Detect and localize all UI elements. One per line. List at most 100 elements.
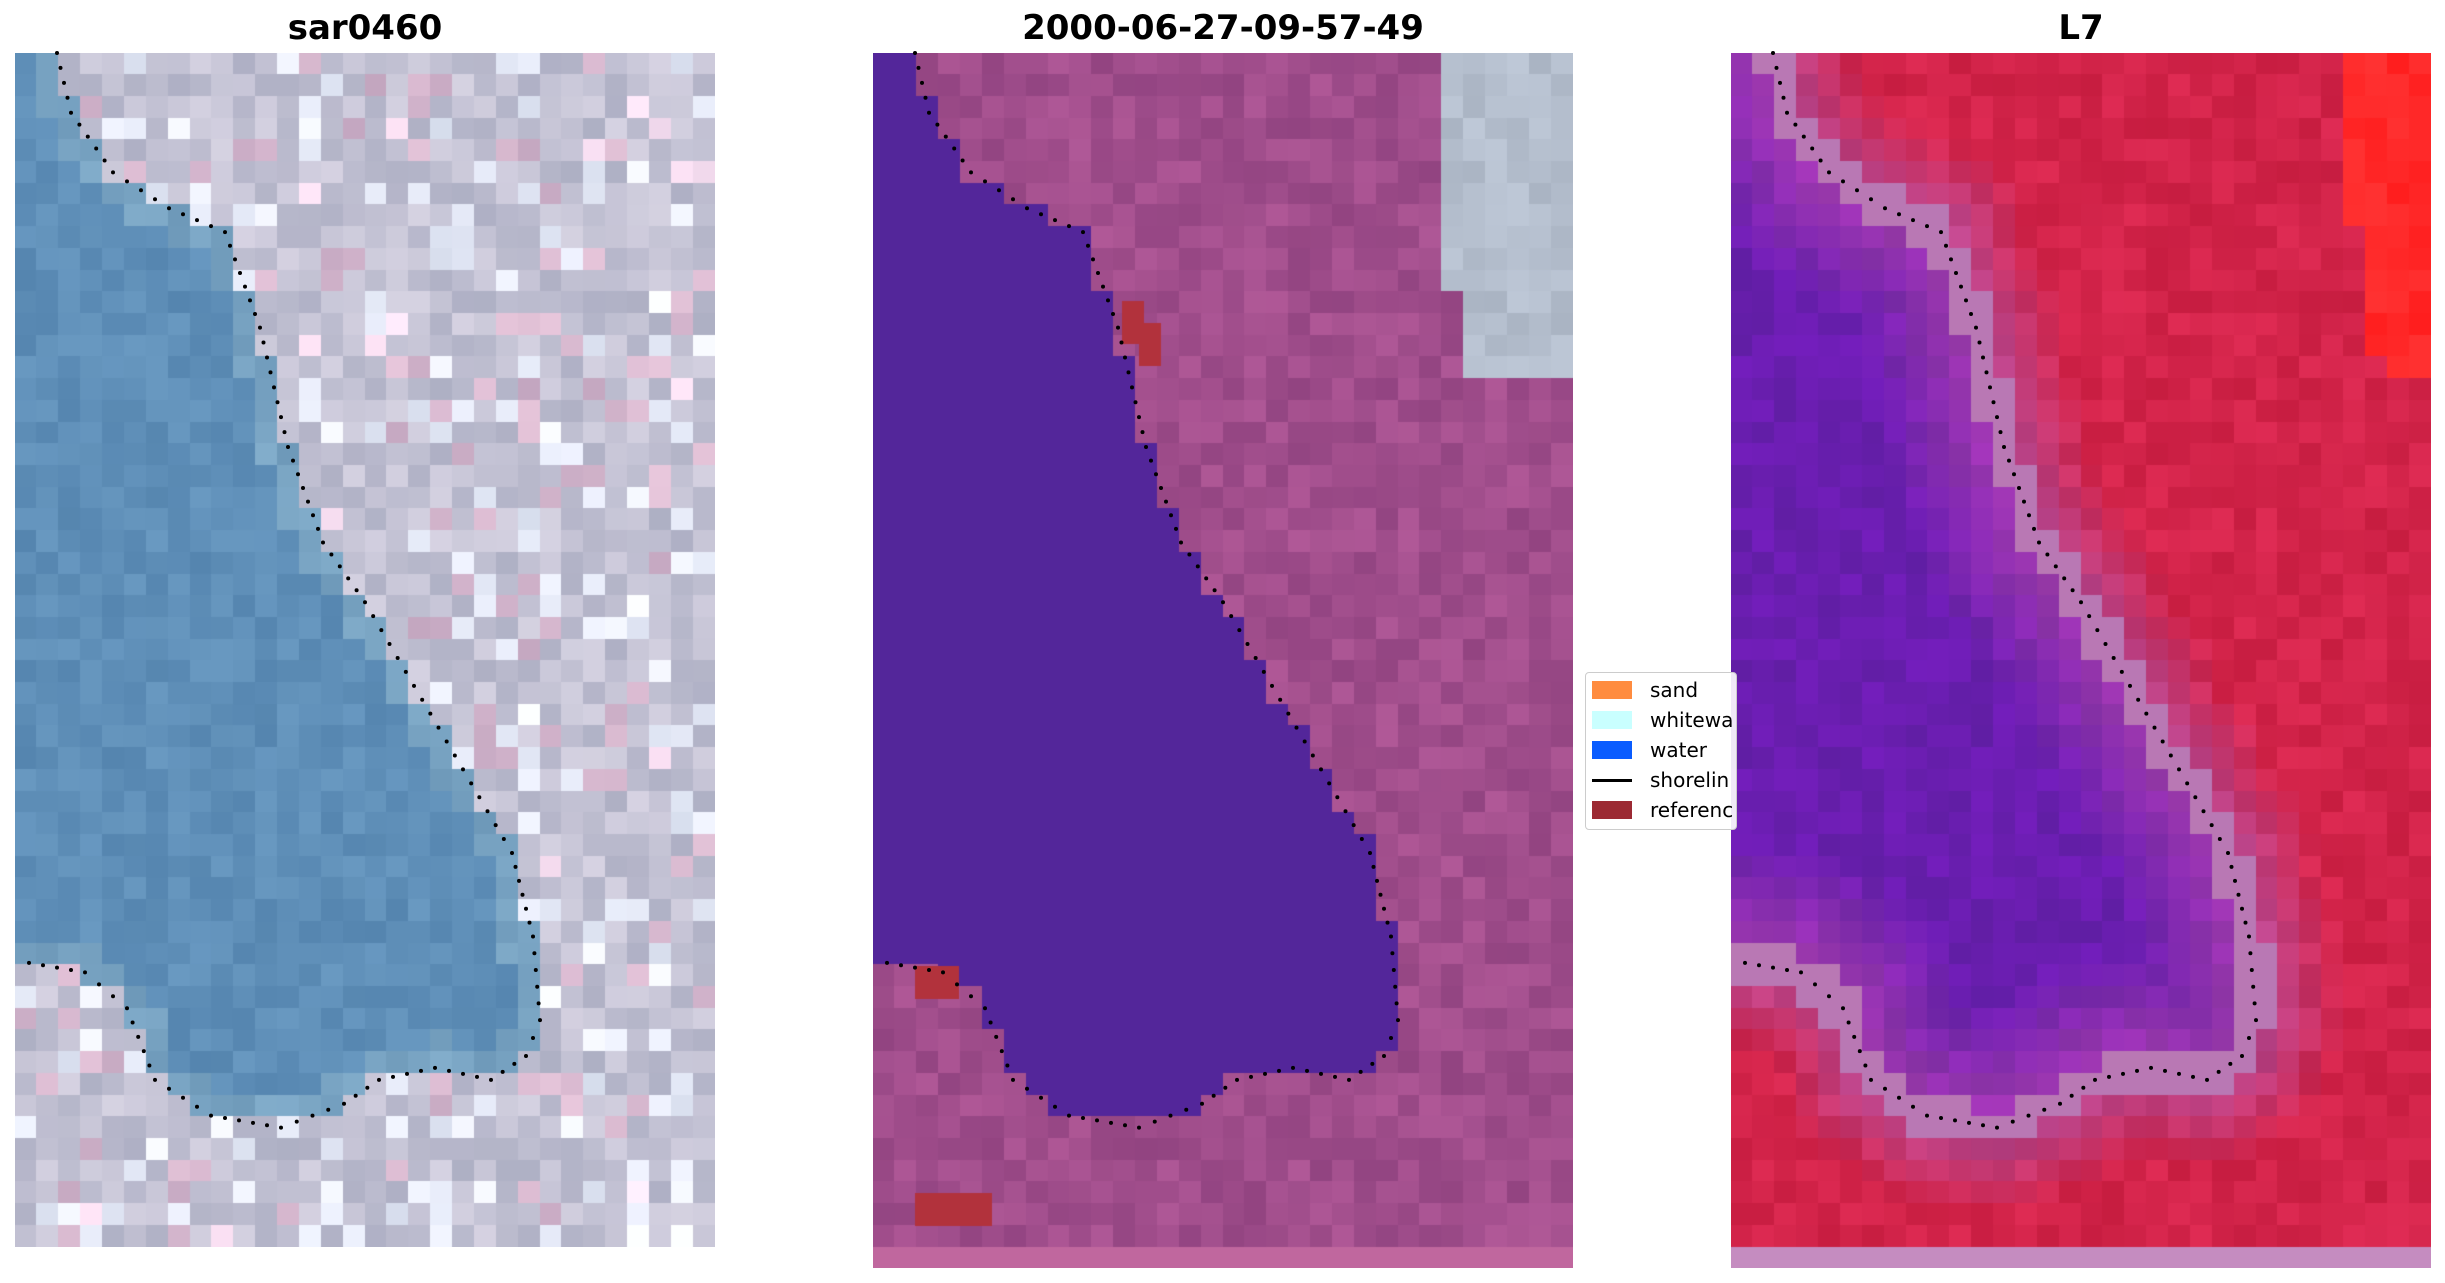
shoreline-dot — [1925, 224, 1929, 229]
shoreline-dot — [1005, 1063, 1010, 1068]
shoreline-dot — [2058, 1101, 2062, 1106]
shoreline-dot — [243, 284, 247, 289]
shoreline-dot — [167, 206, 171, 211]
shoreline-dot — [943, 134, 948, 139]
shoreline-dot — [1390, 951, 1395, 956]
shoreline-dot — [1846, 1020, 1851, 1025]
shoreline-dot — [1995, 1125, 1999, 1130]
shoreline-dot — [1841, 1006, 1845, 1011]
shoreline-dot — [1204, 576, 1209, 581]
shoreline-dot — [223, 1116, 227, 1121]
shoreline-dot — [1991, 400, 1996, 405]
shoreline-dot — [321, 540, 325, 545]
shoreline-dot — [2070, 588, 2075, 593]
shoreline-dot — [1095, 1118, 1099, 1123]
shoreline-dot — [1771, 965, 1775, 970]
shoreline-dot — [265, 355, 269, 360]
shoreline-dot — [955, 982, 959, 987]
shoreline-dot — [1327, 781, 1332, 786]
shoreline-dot — [2226, 850, 2230, 855]
shoreline-dot — [294, 1119, 299, 1124]
shoreline-dot — [1109, 1120, 1113, 1125]
shoreline-dot — [233, 257, 237, 262]
shoreline-dot — [1111, 311, 1115, 316]
shoreline-dot — [2252, 1001, 2257, 1006]
shoreline-dot — [533, 967, 538, 972]
shoreline-dot — [927, 110, 931, 115]
shoreline-dot — [136, 1034, 141, 1039]
shoreline-dot — [493, 823, 498, 828]
shoreline-dot — [1371, 864, 1376, 869]
shoreline-dot — [1869, 197, 1873, 202]
rgb-image-panel — [15, 51, 715, 1247]
shoreline-dot — [69, 967, 73, 972]
shoreline-dot — [2093, 1077, 2097, 1082]
shoreline-dot — [2095, 628, 2100, 633]
shoreline-dot — [65, 95, 70, 100]
shoreline-dot — [2249, 967, 2254, 972]
shoreline-dot — [2121, 1071, 2125, 1076]
shoreline-dot — [1995, 415, 1999, 420]
classified-image — [873, 53, 1573, 1268]
shoreline-dot — [1785, 967, 1789, 972]
shoreline-dot — [969, 170, 973, 175]
shoreline-dot — [960, 158, 965, 163]
shoreline-dot — [181, 212, 185, 217]
shoreline-dot — [1140, 430, 1145, 435]
shoreline-dot — [2149, 1065, 2153, 1070]
shoreline-dot — [1144, 445, 1148, 450]
legend-swatch-water — [1592, 741, 1632, 759]
shoreline-dot — [2177, 767, 2181, 772]
shoreline-dot — [1998, 430, 2003, 435]
shoreline-dot — [1394, 1001, 1399, 1006]
legend-item-water: water — [1592, 737, 1707, 763]
shoreline-dot — [1813, 982, 1817, 987]
shoreline-dot — [1159, 485, 1163, 490]
shoreline-dot — [1981, 1123, 1985, 1128]
shoreline-dot — [282, 430, 287, 435]
shoreline-dot — [2012, 472, 2016, 477]
shoreline-dot — [1223, 1085, 1228, 1090]
shoreline-dot — [916, 65, 921, 70]
shoreline-dot — [1221, 600, 1225, 605]
shoreline-dot — [1152, 1119, 1157, 1124]
shoreline-dot — [228, 243, 232, 248]
shoreline-dot — [2247, 934, 2251, 939]
shoreline-dot — [2045, 552, 2050, 557]
shoreline-dot — [310, 1113, 315, 1118]
shoreline-dot — [2168, 753, 2173, 758]
shoreline-dot — [1883, 206, 1887, 211]
shoreline-dot — [1974, 325, 1978, 330]
shoreline-dot — [69, 110, 73, 115]
shoreline-dot — [1897, 212, 1901, 217]
shoreline-dot — [2017, 485, 2021, 490]
shoreline-dot — [1944, 243, 1948, 248]
shoreline-dot — [387, 642, 392, 647]
shoreline-dot — [531, 934, 535, 939]
shoreline-dot — [1370, 1061, 1375, 1066]
shoreline-dot — [1154, 472, 1158, 477]
shoreline-dot — [447, 1068, 451, 1073]
shoreline-dot — [536, 1001, 541, 1006]
shoreline-dot — [275, 400, 280, 405]
shoreline-dot — [2217, 837, 2222, 842]
shoreline-dot — [2233, 878, 2237, 883]
shoreline-dot — [1818, 158, 1823, 163]
shoreline-dot — [311, 513, 315, 518]
legend-swatch-whitewater — [1592, 711, 1632, 729]
shoreline-dot — [195, 218, 199, 223]
shoreline-dot — [395, 655, 400, 660]
shoreline-dot — [1984, 370, 1989, 375]
shoreline-dot — [1757, 963, 1761, 968]
shoreline-dot — [1959, 284, 1963, 289]
shoreline-dot — [1096, 271, 1100, 276]
shoreline-dot — [1335, 795, 1340, 800]
shoreline-dot — [1389, 934, 1393, 939]
shoreline-dot — [485, 809, 490, 814]
shoreline-dot — [279, 1125, 283, 1130]
shoreline-dot — [55, 51, 59, 55]
shoreline-dot — [1091, 257, 1095, 262]
shoreline-dot — [1081, 230, 1085, 235]
shoreline-dot — [532, 951, 537, 956]
shoreline-overlay — [885, 51, 1400, 1130]
